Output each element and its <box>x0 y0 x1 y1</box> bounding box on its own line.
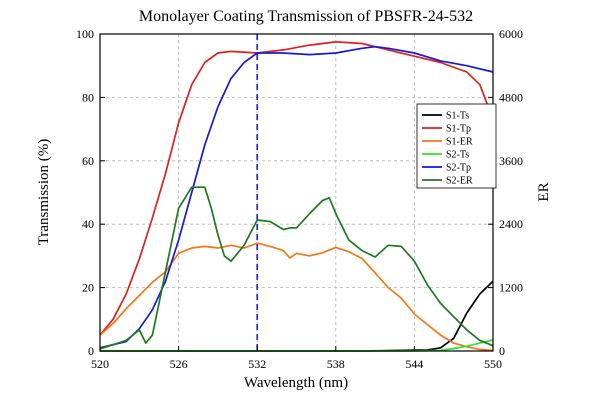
legend-label-s2-tp: S2-Tp <box>446 163 471 174</box>
x-tick-label: 544 <box>405 357 423 371</box>
legend-label-s1-ts: S1-Ts <box>446 111 469 122</box>
x-axis: 520 526 532 538 544 550 <box>91 346 502 371</box>
y-axis-left: 0 20 40 60 80 100 <box>76 27 105 358</box>
legend-label-s2-ts: S2-Ts <box>446 150 469 161</box>
y2-tick-label: 2400 <box>499 217 523 231</box>
series-line-s1-tp <box>99 41 494 336</box>
y-axis-right: 0 1200 2400 3600 4800 6000 <box>488 27 523 358</box>
y2-tick-label: 0 <box>499 344 505 358</box>
series-line-s1-er <box>99 242 494 352</box>
legend: S1-Ts S1-Tp S1-ER S2-Ts S2-Tp S2-ER <box>416 103 497 189</box>
x-tick-label: 538 <box>327 357 345 371</box>
y-tick-label: 20 <box>82 281 94 295</box>
x-tick-label: 520 <box>91 357 109 371</box>
y-tick-label: 100 <box>76 27 94 41</box>
y2-tick-label: 4800 <box>499 90 523 104</box>
y2-tick-label: 6000 <box>499 27 523 41</box>
legend-label-s1-tp: S1-Tp <box>446 124 471 135</box>
y-tick-label: 80 <box>82 90 94 104</box>
x-tick-label: 550 <box>484 357 502 371</box>
y-tick-label: 60 <box>82 154 94 168</box>
y2-tick-label: 1200 <box>499 281 523 295</box>
chart-title: Monolayer Coating Transmission of PBSFR-… <box>139 8 473 25</box>
y2-tick-label: 3600 <box>499 154 523 168</box>
y-axis-label: Transmission (%) <box>36 139 52 246</box>
x-axis-label: Wavelength (nm) <box>244 375 348 391</box>
series-line-s2-er <box>99 186 494 350</box>
plot-frame <box>99 33 494 352</box>
y-tick-label: 40 <box>82 217 94 231</box>
series-line-s2-tp <box>99 45 494 349</box>
y-tick-label: 0 <box>88 344 94 358</box>
series-line-s1-ts <box>100 280 494 352</box>
legend-box <box>416 103 497 189</box>
y2-axis-label: ER <box>536 182 552 201</box>
legend-label-s2-er: S2-ER <box>446 176 473 187</box>
x-tick-label: 526 <box>170 357 188 371</box>
series-layer <box>99 41 494 352</box>
x-tick-label: 532 <box>248 357 266 371</box>
legend-label-s1-er: S1-ER <box>446 137 473 148</box>
